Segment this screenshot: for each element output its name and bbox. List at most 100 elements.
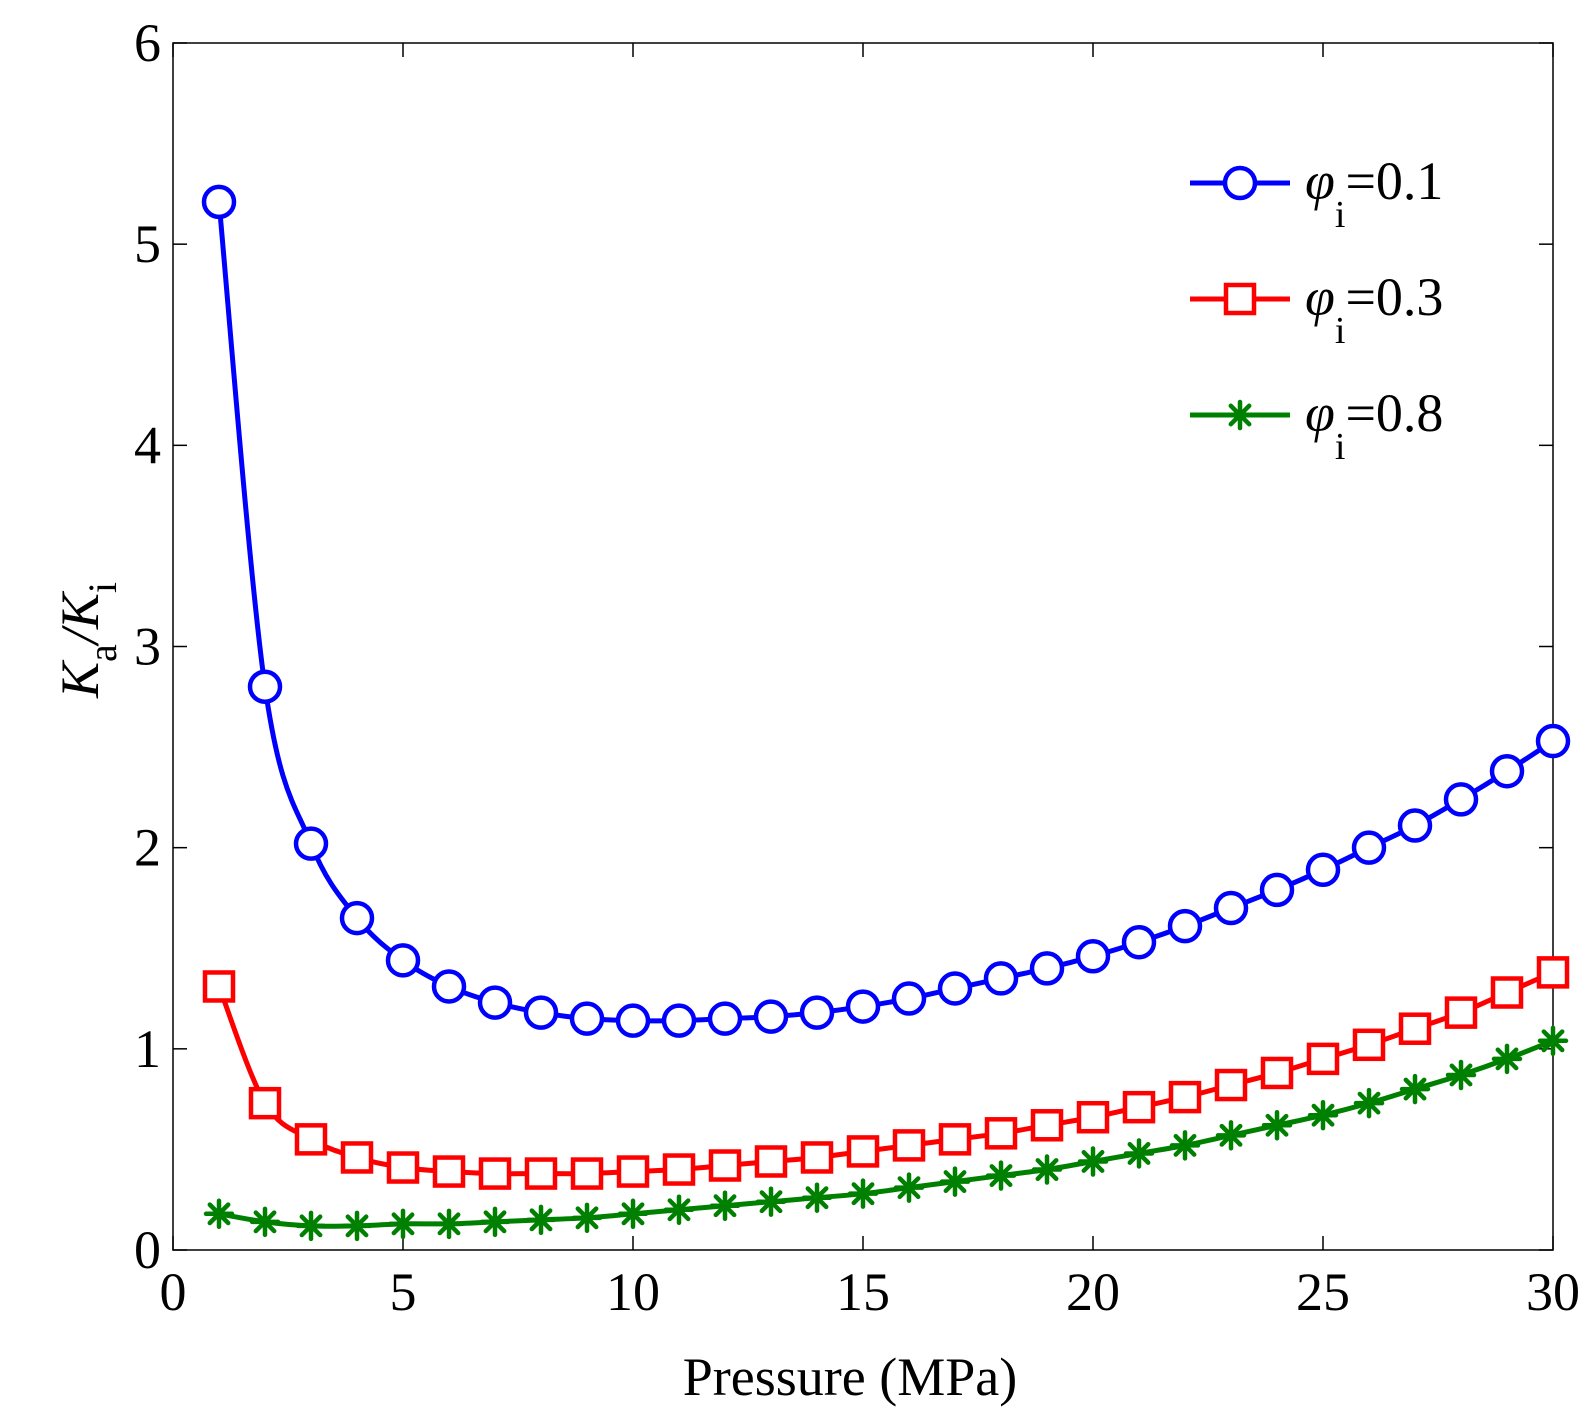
data-point bbox=[477, 985, 513, 1020]
data-point bbox=[846, 1135, 880, 1168]
data-point bbox=[845, 989, 881, 1024]
data-point bbox=[295, 1210, 327, 1242]
data-point bbox=[525, 1204, 557, 1236]
data-point bbox=[523, 995, 559, 1030]
series-phi_i=0.1 bbox=[201, 184, 1571, 1038]
data-point bbox=[433, 1208, 465, 1240]
data-point bbox=[1029, 951, 1065, 986]
asterisk-stroke bbox=[1541, 1029, 1565, 1053]
data-point bbox=[1352, 1028, 1386, 1062]
data-point bbox=[1121, 924, 1157, 960]
y-axis-label-sub-a: a bbox=[80, 644, 125, 662]
data-point bbox=[1076, 1100, 1110, 1134]
x-tick-label: 0 bbox=[160, 1262, 187, 1322]
asterisk-stroke bbox=[1495, 1047, 1519, 1071]
legend-symbol: φ bbox=[1305, 151, 1335, 211]
data-point bbox=[617, 1198, 649, 1230]
data-point bbox=[1261, 1110, 1293, 1141]
y-tick-label: 1 bbox=[134, 1019, 161, 1079]
data-point bbox=[248, 1086, 282, 1120]
legend-subscript: i bbox=[1335, 194, 1346, 236]
x-tick-label: 15 bbox=[836, 1262, 890, 1322]
asterisk-stroke bbox=[1219, 1123, 1243, 1147]
legend-value: =0.1 bbox=[1345, 151, 1443, 211]
data-point bbox=[663, 1194, 695, 1226]
legend-symbol: φ bbox=[1305, 267, 1335, 327]
data-point bbox=[478, 1157, 512, 1190]
data-point bbox=[708, 1149, 742, 1182]
series-layer bbox=[201, 184, 1571, 1242]
asterisk-stroke bbox=[299, 1214, 323, 1238]
data-point bbox=[1213, 890, 1249, 926]
legend: φi=0.1φi=0.3φi=0.8 bbox=[1190, 151, 1443, 468]
y-axis-label-main: K bbox=[50, 659, 110, 699]
asterisk-stroke bbox=[437, 1212, 461, 1236]
asterisk-stroke bbox=[621, 1202, 645, 1226]
data-point bbox=[385, 943, 421, 978]
asterisk-stroke bbox=[713, 1194, 737, 1218]
y-tick-label: 0 bbox=[134, 1220, 161, 1280]
data-point bbox=[1030, 1109, 1064, 1142]
series-phi_i=0.3 bbox=[202, 956, 1570, 1190]
asterisk-stroke bbox=[391, 1212, 415, 1236]
x-tick-label: 25 bbox=[1296, 1262, 1350, 1322]
asterisk-stroke bbox=[1311, 1103, 1335, 1127]
data-point bbox=[983, 961, 1019, 996]
data-point bbox=[201, 184, 237, 220]
data-point bbox=[294, 1123, 328, 1156]
legend-label: φi=0.1 bbox=[1305, 151, 1443, 236]
data-point bbox=[340, 1141, 374, 1174]
data-point bbox=[753, 999, 789, 1034]
x-tick-label: 20 bbox=[1066, 1262, 1120, 1322]
data-point bbox=[1123, 1138, 1155, 1169]
asterisk-stroke bbox=[1173, 1133, 1197, 1157]
data-point bbox=[1351, 830, 1387, 865]
legend-marker bbox=[1224, 399, 1256, 431]
data-point bbox=[341, 1210, 373, 1242]
legend-subscript: i bbox=[1335, 310, 1346, 352]
data-point bbox=[1075, 939, 1111, 974]
data-point bbox=[891, 981, 927, 1016]
data-point bbox=[1489, 753, 1525, 789]
data-point bbox=[1443, 782, 1479, 817]
legend-subscript: i bbox=[1335, 426, 1346, 468]
series-phi_i=0.8 bbox=[203, 1025, 1569, 1242]
asterisk-stroke bbox=[529, 1208, 553, 1232]
data-point bbox=[709, 1190, 741, 1221]
data-point bbox=[662, 1153, 696, 1186]
legend-marker bbox=[1222, 165, 1258, 201]
x-axis-label: Pressure (MPa) bbox=[683, 1347, 1017, 1407]
data-point bbox=[1214, 1068, 1248, 1102]
asterisk-stroke bbox=[989, 1164, 1013, 1188]
legend-value: =0.8 bbox=[1345, 383, 1443, 443]
data-point bbox=[1307, 1099, 1339, 1131]
data-point bbox=[1353, 1087, 1385, 1119]
legend-label: φi=0.3 bbox=[1305, 267, 1443, 352]
data-point bbox=[616, 1155, 650, 1188]
x-tick-label: 5 bbox=[390, 1262, 417, 1322]
data-point bbox=[800, 1141, 834, 1174]
data-point bbox=[1491, 1043, 1523, 1075]
data-point bbox=[1031, 1154, 1063, 1185]
data-point bbox=[339, 900, 375, 936]
y-tick-label: 5 bbox=[134, 214, 161, 274]
data-point bbox=[1535, 723, 1571, 759]
x-tick-label: 30 bbox=[1526, 1262, 1580, 1322]
data-point bbox=[1536, 956, 1570, 989]
asterisk-stroke bbox=[1449, 1063, 1473, 1087]
data-point bbox=[386, 1151, 420, 1184]
y-axis-label: Ka/Ki bbox=[50, 582, 125, 699]
data-point bbox=[707, 1001, 743, 1036]
data-point bbox=[937, 971, 973, 1006]
data-point bbox=[1259, 872, 1295, 908]
asterisk-stroke bbox=[345, 1214, 369, 1238]
data-point bbox=[247, 669, 283, 704]
data-point bbox=[571, 1202, 603, 1234]
legend-marker bbox=[1223, 282, 1257, 316]
data-point bbox=[293, 826, 329, 861]
asterisk-stroke bbox=[1035, 1158, 1059, 1181]
data-point bbox=[985, 1160, 1017, 1191]
data-point bbox=[1397, 808, 1433, 843]
data-point bbox=[387, 1208, 419, 1240]
y-tick-label: 6 bbox=[134, 13, 161, 73]
